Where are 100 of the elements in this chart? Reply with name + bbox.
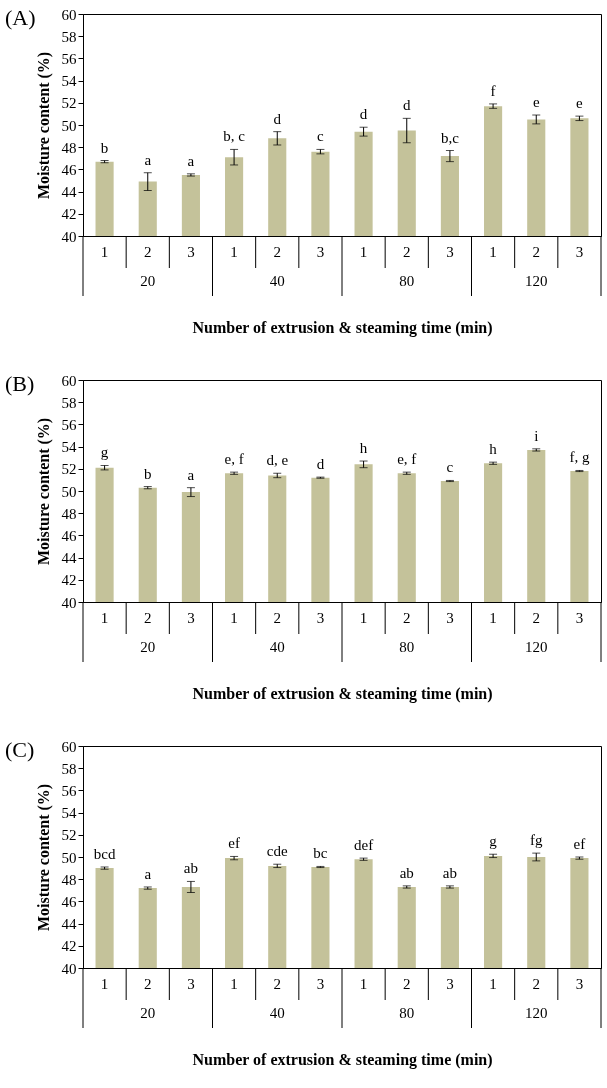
data-label: g (489, 833, 498, 850)
y-tick-label: 46 (61, 527, 77, 544)
data-label: a (144, 865, 152, 882)
text: 20 (140, 273, 156, 289)
y-axis-title: Moisture content (%) (34, 51, 53, 200)
y-tick-label: 48 (61, 871, 77, 888)
data-label: ab (442, 864, 457, 881)
data-label: f, g (569, 449, 590, 466)
x-axis-title: Number of extrusion & steaming time (min) (192, 1050, 493, 1069)
y-tick-label: 44 (61, 916, 77, 933)
y-tick-label: 40 (61, 960, 77, 977)
data-label: e, f (224, 451, 244, 468)
y-tick-label: 58 (61, 760, 77, 777)
y-tick-label: 40 (61, 228, 77, 245)
y-tick-label: 48 (61, 505, 77, 522)
x-tick-label: 1 (359, 975, 368, 992)
x-axis-title: Number of extrusion & steaming time (min) (192, 684, 493, 703)
chart-title: (B) (5, 371, 35, 396)
x-tick-label: 2 (532, 609, 540, 626)
y-tick-label: 58 (61, 28, 77, 45)
text: 80 (399, 1005, 415, 1021)
data-label: b, c (223, 128, 246, 145)
data-label: d (403, 97, 411, 114)
y-tick-label: 56 (61, 782, 77, 799)
x-tick-label: 2 (403, 975, 411, 992)
x-tick-label: 3 (316, 609, 325, 626)
data-label: def (354, 837, 374, 854)
x-tick-label: 2 (403, 243, 411, 260)
data-label: e (576, 95, 584, 112)
y-tick-label: 52 (61, 461, 77, 478)
text: 80 (399, 273, 415, 289)
data-label: ef (573, 836, 586, 852)
chart-title: (C) (5, 737, 35, 762)
x-tick-label: 2 (532, 243, 540, 260)
data-label: c (317, 128, 325, 145)
y-tick-label: 48 (61, 139, 77, 156)
x-tick-label: 3 (316, 243, 325, 260)
x-tick-label: 3 (446, 609, 454, 626)
x-tick-label: 1 (489, 243, 497, 260)
x-tick-label: 1 (489, 975, 497, 992)
data-label: cde (266, 843, 288, 860)
x-tick-label: 3 (187, 975, 195, 992)
x-tick-label: 1 (100, 243, 109, 260)
x-tick-label: 2 (532, 975, 540, 992)
data-label: i (534, 427, 539, 444)
x-tick-label: 3 (575, 609, 584, 626)
y-tick-label: 52 (61, 95, 77, 112)
text: 80 (399, 639, 415, 655)
x-tick-label: 1 (359, 609, 368, 626)
x-tick-label: 1 (230, 975, 238, 992)
x-tick-label: 3 (575, 975, 584, 992)
data-label: ab (399, 864, 414, 881)
y-tick-label: 42 (61, 938, 77, 955)
data-label: bc (313, 845, 328, 862)
data-label: d, e (266, 452, 289, 469)
data-label: c (446, 459, 454, 476)
y-tick-label: 60 (61, 372, 77, 389)
x-tick-label: 1 (359, 243, 368, 260)
y-tick-label: 46 (61, 161, 77, 178)
x-tick-label: 3 (575, 243, 584, 260)
x-tick-label: 2 (144, 243, 152, 260)
data-label: g (100, 444, 109, 461)
text: 120 (525, 639, 548, 655)
data-label: b,c (440, 129, 460, 146)
x-tick-label: 3 (187, 243, 195, 260)
y-tick-label: 56 (61, 416, 77, 433)
text: 120 (525, 273, 548, 289)
x-tick-label: 1 (489, 609, 497, 626)
data-label: fg (530, 832, 543, 849)
y-tick-label: 54 (61, 805, 77, 822)
y-tick-label: 44 (61, 550, 77, 567)
y-tick-label: 44 (61, 184, 77, 201)
x-tick-label: 1 (100, 975, 109, 992)
data-label: ef (228, 835, 240, 852)
x-tick-label: 2 (273, 609, 281, 626)
data-label: h (359, 440, 368, 457)
x-tick-label: 2 (144, 975, 152, 992)
data-label: d (359, 106, 368, 123)
data-label: a (187, 466, 195, 483)
y-tick-label: 54 (61, 439, 77, 456)
x-tick-label: 2 (144, 609, 152, 626)
data-label: a (187, 152, 195, 169)
x-tick-label: 1 (230, 243, 238, 260)
y-tick-label: 42 (61, 206, 77, 223)
y-tick-label: 56 (61, 50, 77, 67)
y-tick-label: 50 (61, 483, 77, 500)
text: 20 (140, 639, 156, 655)
text: 40 (269, 273, 285, 289)
data-label: d (316, 456, 325, 473)
y-axis-title: Moisture content (%) (34, 783, 53, 932)
data-label: b (144, 465, 152, 482)
data-label: e (532, 94, 540, 111)
x-tick-label: 3 (446, 975, 454, 992)
data-label: b (100, 139, 109, 156)
text: 40 (269, 1005, 285, 1021)
y-tick-label: 50 (61, 849, 77, 866)
data-label: f (490, 82, 496, 99)
data-label: e, f (397, 451, 417, 468)
data-label: d (273, 110, 282, 127)
text: 20 (140, 1005, 156, 1021)
